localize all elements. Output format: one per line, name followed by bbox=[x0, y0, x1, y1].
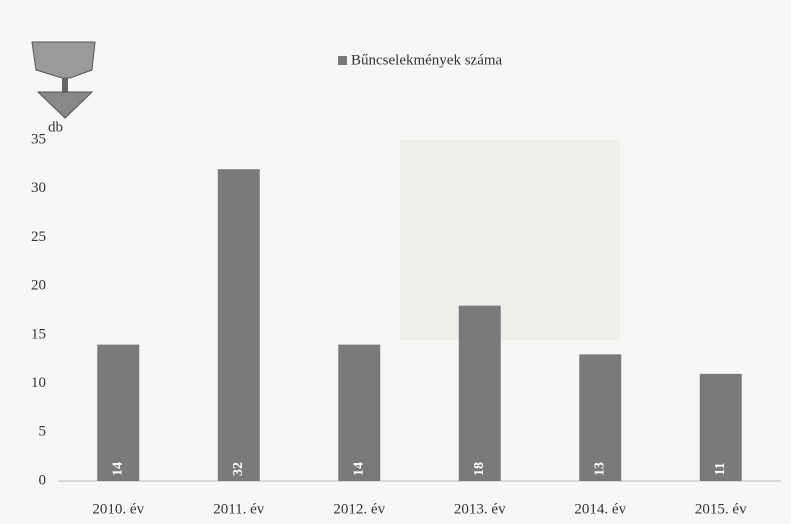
x-tick-label: 2010. év bbox=[92, 501, 144, 517]
bar bbox=[338, 344, 381, 481]
y-tick-label: 35 bbox=[31, 131, 46, 147]
legend-label: Bűncselekmények száma bbox=[351, 52, 503, 68]
legend-swatch bbox=[338, 56, 347, 65]
data-label: 18 bbox=[472, 462, 487, 476]
data-label: 13 bbox=[592, 462, 607, 476]
logo bbox=[31, 41, 96, 119]
bar bbox=[699, 373, 742, 481]
x-tick-label: 2015. év bbox=[695, 501, 747, 517]
y-tick-label: 30 bbox=[31, 180, 46, 196]
background-image bbox=[400, 140, 620, 340]
x-tick-label: 2014. év bbox=[574, 501, 626, 517]
data-label: 14 bbox=[351, 462, 366, 476]
data-label: 32 bbox=[231, 462, 246, 476]
bar bbox=[217, 169, 260, 481]
bar bbox=[579, 354, 622, 481]
y-tick-label: 15 bbox=[31, 326, 46, 342]
x-tick-label: 2013. év bbox=[454, 501, 506, 517]
data-label: 11 bbox=[713, 462, 728, 475]
bar bbox=[97, 344, 140, 481]
y-tick-label: 20 bbox=[31, 278, 46, 294]
y-tick-label: 10 bbox=[31, 375, 46, 391]
y-tick-label: 5 bbox=[39, 424, 47, 440]
x-tick-label: 2012. év bbox=[333, 501, 385, 517]
data-label: 14 bbox=[110, 462, 125, 476]
x-tick-label: 2011. év bbox=[213, 501, 265, 517]
y-tick-label: 25 bbox=[31, 229, 46, 245]
y-tick-label: 0 bbox=[39, 472, 47, 488]
bar bbox=[458, 305, 501, 481]
y-axis-label: db bbox=[48, 119, 63, 135]
